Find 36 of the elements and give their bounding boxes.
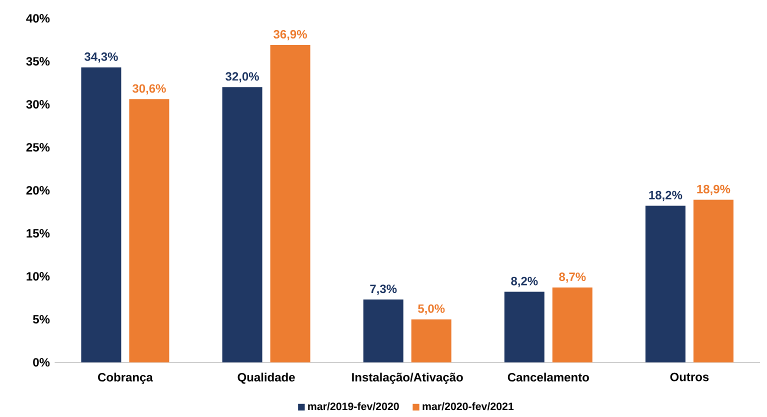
x-tick-label: Cobrança <box>98 372 153 384</box>
y-tick-label: 15% <box>26 229 50 238</box>
data-label: 30,6% <box>132 84 166 94</box>
y-tick-label: 30% <box>26 100 50 109</box>
y-tick-label: 35% <box>26 57 50 66</box>
y-tick-label: 25% <box>26 143 50 152</box>
x-tick-label: Qualidade <box>238 372 295 384</box>
bar <box>645 206 686 362</box>
y-tick-label: 5% <box>33 315 50 324</box>
data-label: 8,7% <box>559 272 586 283</box>
y-tick-label: 20% <box>26 186 50 195</box>
bar <box>504 292 544 362</box>
data-label: 18,2% <box>649 190 682 202</box>
data-label: 18,9% <box>697 184 730 196</box>
bar <box>693 200 734 362</box>
x-tick-label: Cancelamento <box>508 372 589 382</box>
legend-label: mar/2020-fev/2021 <box>422 402 514 410</box>
y-tick-label: 10% <box>26 272 50 281</box>
legend-label: mar/2019-fev/2020 <box>308 402 399 410</box>
y-tick-label: 0% <box>33 358 50 367</box>
data-label: 32,0% <box>226 72 259 82</box>
bar <box>363 300 404 362</box>
bar <box>222 87 262 362</box>
bar <box>270 44 310 362</box>
y-tick-label: 40% <box>26 14 50 23</box>
data-label: 5,0% <box>418 304 445 315</box>
data-label: 8,2% <box>511 276 538 288</box>
x-tick-label: Instalação/Ativação <box>352 372 463 384</box>
data-label: 36,9% <box>274 30 307 40</box>
data-label: 34,3% <box>84 52 118 63</box>
bar <box>81 67 122 362</box>
bar <box>552 288 592 362</box>
bar <box>411 319 452 362</box>
data-label: 7,3% <box>370 284 397 295</box>
bar <box>129 99 170 362</box>
x-tick-label: Outros <box>670 372 709 382</box>
